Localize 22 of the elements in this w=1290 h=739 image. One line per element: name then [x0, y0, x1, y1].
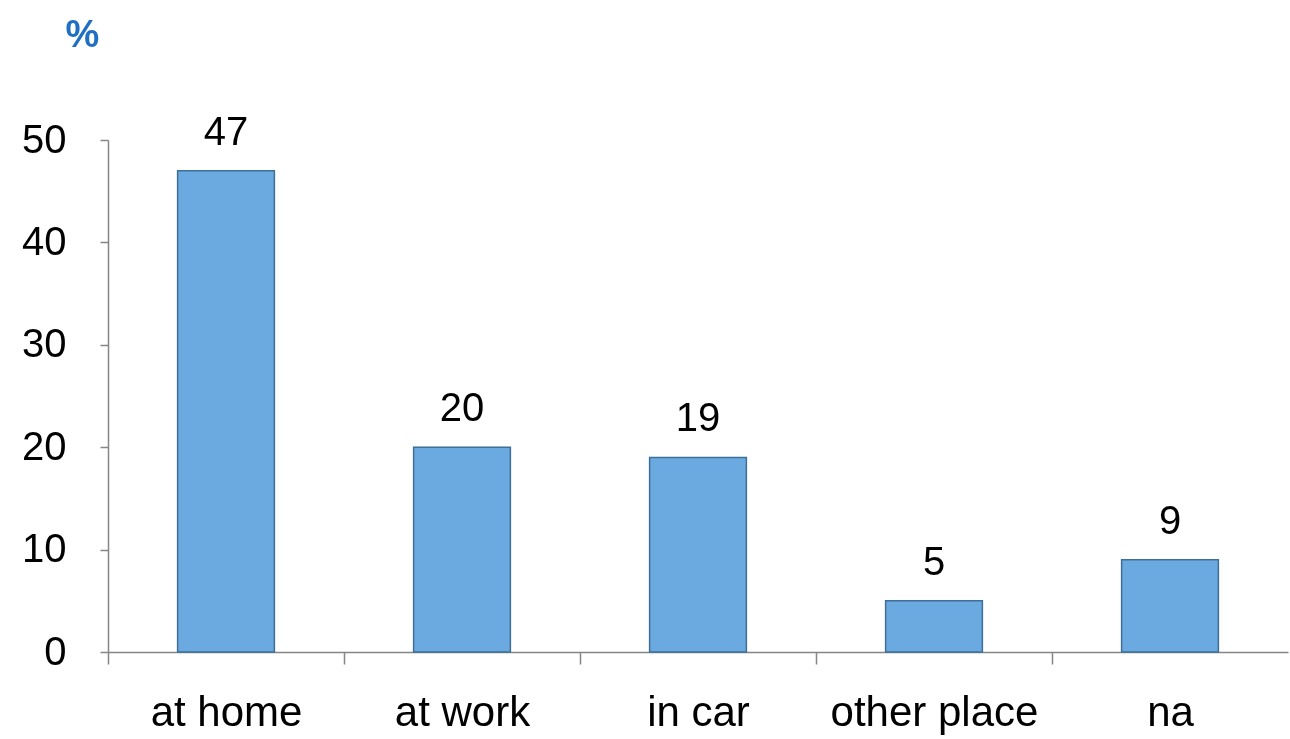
data-label: 5: [922, 538, 946, 583]
y-axis-title: %: [65, 12, 100, 55]
x-tick-label: at work: [394, 687, 532, 735]
x-tick-label: na: [1147, 687, 1195, 735]
bar: [648, 456, 748, 653]
data-label: 19: [675, 395, 721, 440]
x-tick-label: other place: [830, 687, 1039, 735]
bar: [1120, 559, 1220, 653]
data-label: 9: [1158, 497, 1182, 542]
y-tick-label: 20: [22, 423, 67, 468]
bar: [176, 169, 276, 653]
bar: [412, 446, 512, 653]
y-tick-label: 30: [22, 321, 67, 366]
x-tick-label: in car: [647, 687, 750, 735]
data-label: 20: [439, 385, 485, 430]
x-tick-label: at home: [150, 687, 303, 735]
bar: [884, 600, 984, 653]
y-tick-label: 50: [22, 116, 67, 161]
y-tick-label: 0: [44, 628, 67, 673]
y-tick-label: 10: [22, 526, 67, 571]
data-label: 47: [203, 108, 249, 153]
y-tick-label: 40: [22, 218, 67, 263]
